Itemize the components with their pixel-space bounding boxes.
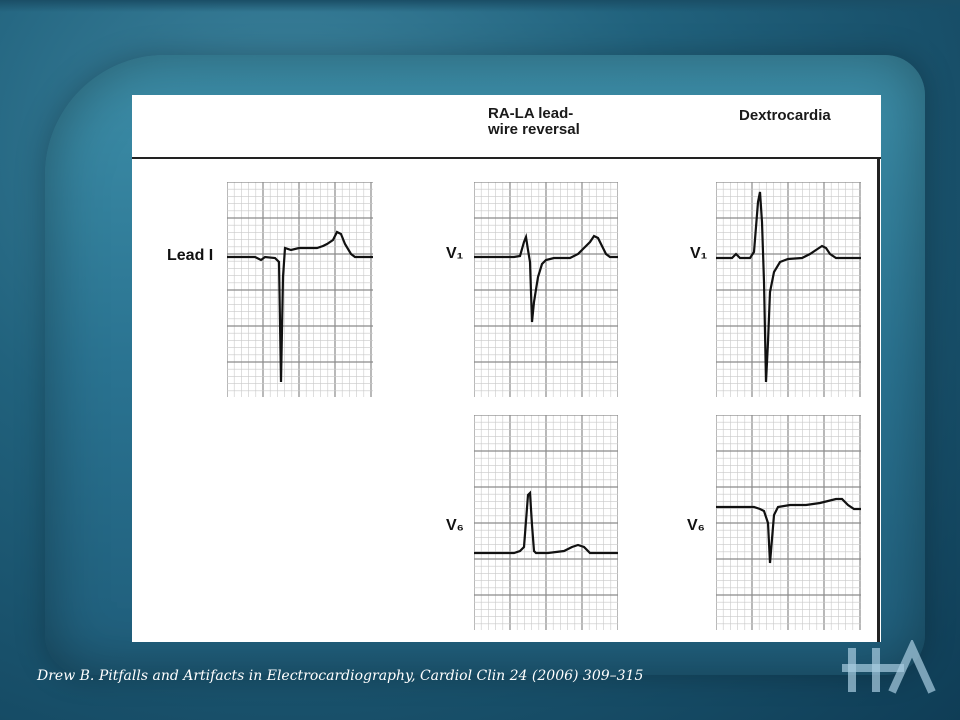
v6-dextrocardia-label: V₆: [687, 517, 705, 534]
v1-reversal-label: V₁: [446, 245, 464, 262]
citation-text: Drew B. Pitfalls and Artifacts in Electr…: [37, 668, 644, 684]
ecg-trace-lead-i: [227, 230, 373, 383]
v1-dextrocardia-label: V₁: [690, 245, 708, 262]
top-band: [0, 0, 960, 12]
ecg-strip-v6-dextrocardia: [716, 415, 861, 630]
v6-reversal-label: V₆: [446, 517, 464, 534]
ecg-trace-v6-reversal: [474, 490, 618, 555]
ecg-strip-lead-i: [227, 182, 373, 397]
ecg-strip-v1-reversal: [474, 182, 618, 397]
ecg-trace-v6-dextrocardia: [716, 497, 861, 564]
column-title-reversal: RA-LA lead- wire reversal: [488, 105, 580, 138]
lead-i-label: Lead I: [167, 247, 214, 264]
ecg-strip-v1-dextrocardia: [716, 182, 861, 397]
ha-logo-icon: [842, 640, 936, 694]
ecg-trace-v1-dextrocardia: [716, 191, 861, 383]
ecg-trace-v1-reversal: [474, 232, 618, 323]
figure-body-frame: [132, 157, 880, 642]
figure-header: RA-LA lead- wire reversal Dextrocardia: [132, 95, 881, 159]
ecg-strip-v6-reversal: [474, 415, 618, 630]
column-title-dextrocardia: Dextrocardia: [739, 107, 831, 124]
ecg-figure: RA-LA lead- wire reversal Dextrocardia L…: [132, 95, 881, 642]
